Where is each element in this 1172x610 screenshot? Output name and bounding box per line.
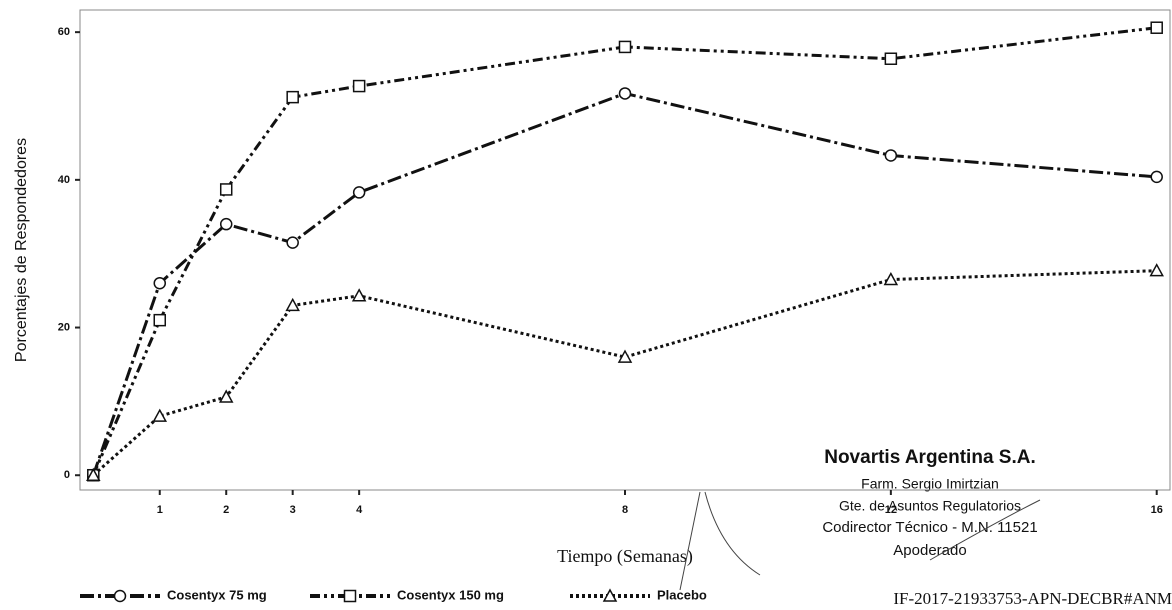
stamp-line: Gte. de Asuntos Regulatorios bbox=[839, 498, 1021, 514]
marker bbox=[86, 467, 101, 481]
marker bbox=[113, 589, 127, 603]
plot-frame bbox=[79, 9, 1171, 491]
x-tick-label: 16 bbox=[1151, 504, 1163, 516]
legend-label: Placebo bbox=[657, 587, 707, 602]
stamp-line: Codirector Técnico - M.N. 11521 bbox=[822, 519, 1037, 536]
marker bbox=[1149, 263, 1164, 277]
marker bbox=[884, 149, 898, 162]
x-tick-label: 2 bbox=[223, 504, 229, 516]
stamp-line: Apoderado bbox=[893, 542, 966, 559]
marker bbox=[602, 588, 618, 602]
marker bbox=[352, 79, 366, 93]
marker bbox=[618, 40, 632, 54]
legend-label: Cosentyx 150 mg bbox=[397, 587, 504, 602]
marker bbox=[285, 297, 300, 312]
marker bbox=[1150, 170, 1163, 184]
signature bbox=[679, 491, 1041, 591]
marker bbox=[1150, 21, 1163, 34]
marker bbox=[153, 313, 167, 327]
marker bbox=[351, 288, 367, 302]
marker bbox=[219, 217, 233, 231]
series-line bbox=[91, 26, 1157, 476]
x-axis-label: Tiempo (Semanas) bbox=[557, 546, 693, 567]
marker bbox=[618, 87, 632, 100]
x-tick-label: 12 bbox=[885, 504, 897, 516]
y-tick-label: 20 bbox=[58, 321, 70, 333]
y-axis-label: Porcentajes de Respondedores bbox=[13, 138, 30, 362]
series-line bbox=[92, 269, 1157, 477]
marker bbox=[883, 271, 899, 286]
series-line bbox=[91, 91, 1157, 476]
x-tick-label: 1 bbox=[157, 504, 163, 516]
marker bbox=[884, 52, 898, 65]
marker bbox=[286, 236, 299, 249]
legend-label: Cosentyx 75 mg bbox=[167, 587, 267, 602]
marker bbox=[219, 183, 233, 196]
x-tick-label: 8 bbox=[622, 504, 628, 516]
marker bbox=[352, 186, 366, 199]
stamp-title: Novartis Argentina S.A. bbox=[824, 447, 1036, 468]
x-tick-label: 3 bbox=[290, 504, 296, 516]
marker bbox=[153, 276, 167, 290]
y-tick-label: 60 bbox=[58, 26, 70, 38]
marker bbox=[343, 589, 357, 603]
y-tick-label: 40 bbox=[58, 174, 70, 186]
document-id: IF-2017-21933753-APN-DECBR#ANM bbox=[893, 589, 1172, 608]
marker bbox=[286, 90, 299, 104]
x-tick-label: 4 bbox=[356, 504, 363, 516]
marker bbox=[152, 408, 168, 422]
marker bbox=[218, 389, 234, 403]
marker bbox=[617, 349, 633, 363]
y-tick-label: 0 bbox=[64, 469, 70, 481]
stamp-line: Farm. Sergio Imirtzian bbox=[861, 476, 999, 492]
